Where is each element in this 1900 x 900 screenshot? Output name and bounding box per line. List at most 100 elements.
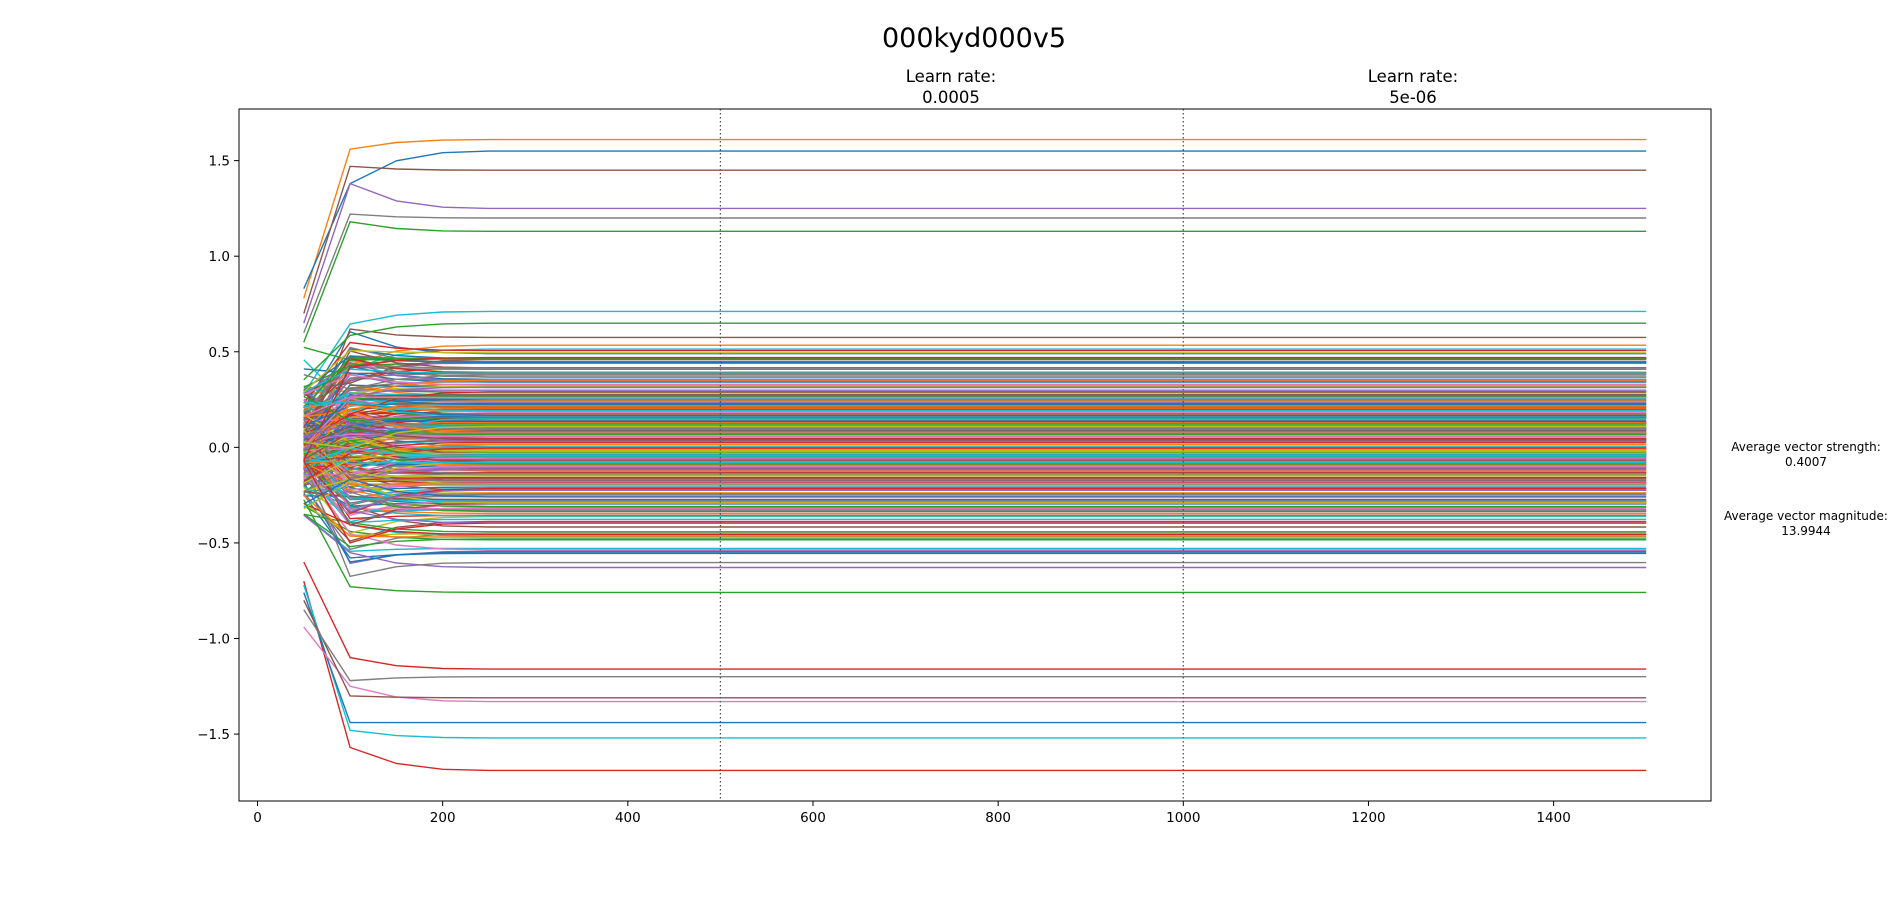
series-line-102 (303, 416, 1647, 463)
series-line-296 (303, 396, 1647, 417)
series-line-161 (303, 464, 1647, 503)
series-line-136 (303, 467, 1647, 551)
series-line-109 (303, 310, 1647, 394)
series-line-228 (303, 450, 1647, 504)
series-line-22 (303, 505, 1647, 541)
series-line-294 (303, 423, 1647, 443)
series-line-135 (303, 328, 1647, 451)
series-line-93 (303, 449, 1647, 520)
series-line-214 (303, 361, 1647, 395)
vline-label-1-line2: 0.0005 (922, 88, 980, 107)
series-line-104 (303, 514, 1647, 569)
series-line-263 (303, 459, 1647, 515)
series-line-286 (303, 397, 1647, 448)
series-line-262 (303, 356, 1647, 408)
series-line-126 (303, 394, 1647, 435)
y-tick-label: −1.5 (197, 727, 230, 743)
series-line-71 (303, 414, 1647, 453)
series-line-48 (303, 360, 1647, 408)
series-line-246 (303, 443, 1647, 475)
series-line-159 (303, 486, 1647, 517)
series-line-110 (303, 481, 1647, 563)
series-line-288 (303, 452, 1647, 484)
series-line-178 (303, 423, 1647, 458)
series-line-253 (303, 435, 1647, 481)
y-tick-label: 1.0 (209, 249, 230, 265)
series-line-92 (303, 431, 1647, 508)
vline-label-2-line1: Learn rate: (1368, 67, 1458, 86)
series-line-257 (303, 373, 1647, 391)
series-line-295 (303, 426, 1647, 447)
series-line-134 (303, 389, 1647, 428)
series-line-25 (303, 464, 1647, 528)
y-tick-label: −1.0 (197, 632, 230, 648)
series-line-278 (303, 349, 1647, 393)
vline-label-1-line1: Learn rate: (906, 67, 996, 86)
series-line-187 (303, 442, 1647, 510)
series-line-45 (303, 433, 1647, 470)
series-line-95 (303, 421, 1647, 483)
avg-vector-magnitude-label: Average vector magnitude: (1724, 509, 1888, 523)
series-line-195 (303, 491, 1647, 501)
series-line-256 (303, 374, 1647, 396)
series-line-231 (303, 400, 1647, 468)
series-line-308 (303, 592, 1647, 724)
series-line-310 (303, 599, 1647, 699)
series-line-74 (303, 468, 1647, 565)
series-line-211 (303, 448, 1647, 463)
series-line-305 (303, 221, 1647, 343)
series-line-270 (303, 478, 1647, 505)
series-line-31 (303, 456, 1647, 501)
series-line-281 (303, 443, 1647, 464)
series-line-273 (303, 391, 1647, 443)
series-line-143 (303, 341, 1647, 404)
series-line-10 (303, 442, 1647, 493)
series-line-9 (303, 348, 1647, 395)
avg-vector-strength-value: 0.4007 (1785, 455, 1827, 469)
series-line-15 (303, 406, 1647, 429)
series-line-123 (303, 447, 1647, 474)
series-line-261 (303, 462, 1647, 486)
series-line-21 (303, 426, 1647, 460)
series-line-289 (303, 447, 1647, 465)
x-tick-label: 400 (615, 810, 641, 826)
x-tick-label: 1400 (1536, 810, 1570, 826)
series-line-252 (303, 322, 1647, 381)
y-axis: 1.5 1.0 0.5 0.0 −0.5 −1.0 −1.5 (197, 154, 239, 743)
series-line-216 (303, 436, 1647, 511)
x-tick-label: 0 (253, 810, 262, 826)
series-line-29 (303, 464, 1647, 523)
series-line-249 (303, 450, 1647, 471)
series-line-169 (303, 483, 1647, 497)
series-line-172 (303, 390, 1647, 425)
series-line-237 (303, 362, 1647, 413)
vertical-markers (719, 109, 1184, 801)
series-line-150 (303, 368, 1647, 383)
series-line-232 (303, 450, 1647, 465)
series-line-222 (303, 499, 1647, 594)
series-line-154 (303, 412, 1647, 454)
series-line-217 (303, 464, 1647, 504)
avg-vector-magnitude-value: 13.9944 (1781, 524, 1831, 538)
series-line-67 (303, 366, 1647, 418)
series-line-259 (303, 368, 1647, 393)
avg-vector-strength-label: Average vector strength: (1731, 440, 1881, 454)
series-line-254 (303, 427, 1647, 451)
series-line-182 (303, 395, 1647, 452)
x-tick-label: 1000 (1166, 810, 1200, 826)
series-line-292 (303, 395, 1647, 422)
series-lines (303, 138, 1647, 772)
series-line-251 (303, 379, 1647, 409)
series-line-255 (303, 394, 1647, 419)
y-tick-label: 1.5 (209, 154, 230, 170)
series-line-151 (303, 450, 1647, 515)
series-line-208 (303, 385, 1647, 412)
series-line-162 (303, 465, 1647, 512)
series-line-196 (303, 465, 1647, 477)
series-line-132 (303, 513, 1647, 533)
series-line-290 (303, 402, 1647, 427)
y-tick-label: 0.5 (209, 345, 230, 361)
series-line-40 (303, 330, 1647, 409)
series-line-304 (303, 213, 1647, 333)
